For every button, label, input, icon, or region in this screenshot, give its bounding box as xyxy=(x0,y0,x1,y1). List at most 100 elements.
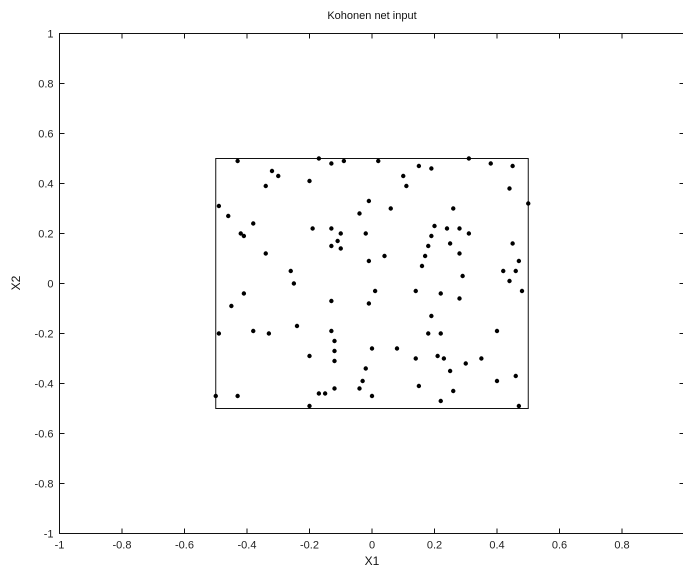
y-axis: -1 -0.8 -0.6 -0.4 -0.2 0 0.2 0.4 0.6 0.8 1 xyxy=(35,29,683,541)
data-point xyxy=(404,183,409,189)
data-point xyxy=(447,241,453,246)
input-region-box xyxy=(215,158,529,409)
data-point xyxy=(229,303,234,309)
x-tick-label: 0.4 xyxy=(489,540,504,552)
x-tick-label: 0.2 xyxy=(427,540,442,552)
x-axis: -1 -0.8 -0.6 -0.4 -0.2 0 0.2 0.4 0.6 0.8 xyxy=(55,33,630,552)
data-point xyxy=(338,231,343,236)
data-point xyxy=(416,163,422,169)
data-point xyxy=(451,206,456,211)
x-tick-label: -0.2 xyxy=(300,540,319,552)
data-point xyxy=(432,223,437,229)
data-point xyxy=(241,291,247,296)
data-point xyxy=(416,383,422,389)
data-point xyxy=(226,213,231,219)
data-point xyxy=(526,201,531,206)
data-point xyxy=(332,386,337,391)
y-tick-label: 0.2 xyxy=(38,229,53,241)
y-tick-label: 0.6 xyxy=(38,129,53,141)
data-point xyxy=(316,156,322,161)
data-point xyxy=(494,328,500,334)
chart-title: Kohonen net input xyxy=(327,10,416,22)
data-point xyxy=(510,163,515,169)
data-point xyxy=(241,233,247,239)
data-point xyxy=(429,233,434,239)
y-axis-label: X2 xyxy=(9,275,23,290)
data-point xyxy=(332,348,337,354)
y-tick-label: -0.4 xyxy=(35,379,54,391)
data-point xyxy=(394,346,400,351)
data-point xyxy=(288,268,293,274)
data-point xyxy=(494,378,500,384)
data-point xyxy=(463,361,468,366)
data-point xyxy=(441,356,447,361)
y-tick-label: -1 xyxy=(44,529,54,541)
data-point xyxy=(479,356,484,361)
data-point xyxy=(329,161,334,166)
data-point xyxy=(516,403,522,409)
x-tick-label: 0.6 xyxy=(552,540,567,552)
data-point xyxy=(466,231,472,236)
data-point xyxy=(235,158,240,164)
data-point xyxy=(413,288,418,294)
y-tick-label: 0.4 xyxy=(38,179,53,191)
data-point xyxy=(216,331,222,336)
data-point xyxy=(438,398,443,404)
data-point xyxy=(372,288,378,294)
y-tick-label: 0 xyxy=(47,279,53,291)
data-point xyxy=(335,238,340,244)
data-point xyxy=(363,231,368,236)
data-point xyxy=(307,353,312,359)
data-point xyxy=(238,231,243,236)
data-point xyxy=(266,331,272,336)
data-point xyxy=(329,243,334,249)
data-point xyxy=(366,301,372,306)
data-point xyxy=(269,168,275,174)
data-point xyxy=(291,281,297,286)
data-point xyxy=(513,268,518,274)
data-point xyxy=(426,331,431,336)
data-point xyxy=(329,298,334,304)
data-point xyxy=(251,328,256,334)
y-tick-label: -0.2 xyxy=(35,329,54,341)
data-point xyxy=(307,178,312,184)
data-point xyxy=(251,221,256,226)
data-point xyxy=(235,393,240,399)
data-point xyxy=(457,251,462,256)
data-point xyxy=(332,358,337,364)
data-point xyxy=(360,378,365,384)
data-point xyxy=(429,313,434,319)
data-point xyxy=(435,353,440,359)
data-point xyxy=(457,296,462,301)
data-point xyxy=(507,186,512,191)
data-point xyxy=(357,386,362,391)
data-point xyxy=(516,258,522,264)
y-tick-label: -0.6 xyxy=(35,429,54,441)
data-point xyxy=(366,258,372,264)
data-point xyxy=(294,323,300,329)
data-point xyxy=(451,388,456,394)
x-tick-label: -0.6 xyxy=(175,540,194,552)
data-point xyxy=(460,273,465,279)
x-tick-label: 0.8 xyxy=(614,540,629,552)
data-point xyxy=(466,156,472,161)
data-point xyxy=(382,253,387,259)
data-point xyxy=(341,158,347,164)
y-tick-label: 0.8 xyxy=(38,79,53,91)
data-point xyxy=(376,158,381,164)
data-point xyxy=(363,366,368,371)
data-point xyxy=(519,288,525,294)
data-point xyxy=(419,263,425,269)
data-point xyxy=(501,268,506,274)
data-point xyxy=(457,226,462,231)
data-point xyxy=(329,328,334,334)
data-point xyxy=(369,393,375,399)
data-point xyxy=(488,161,493,166)
data-point xyxy=(438,331,443,336)
data-point xyxy=(429,166,434,171)
data-point xyxy=(307,403,312,409)
data-point xyxy=(447,368,453,374)
x-tick-label: -0.8 xyxy=(113,540,132,552)
data-point xyxy=(329,226,334,231)
